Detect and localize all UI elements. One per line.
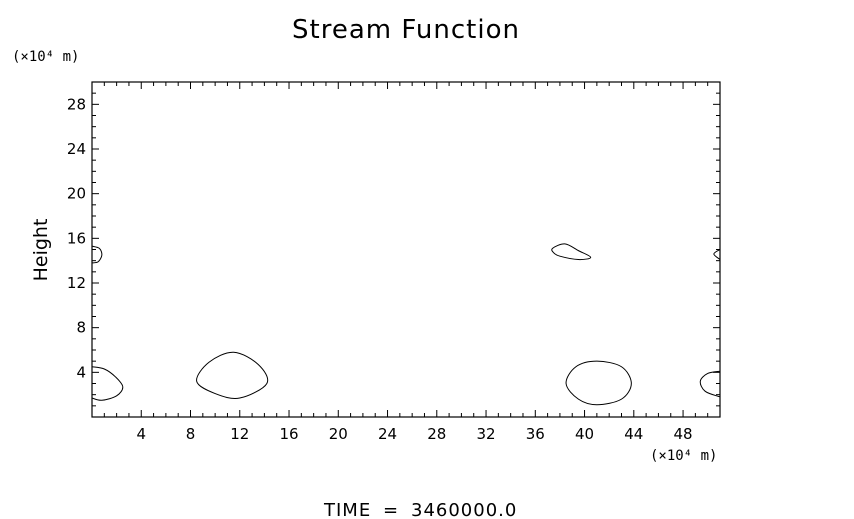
time-value: 3460000.0 bbox=[411, 500, 517, 519]
y-axis-label: Height bbox=[30, 219, 52, 282]
x-tick-label: 8 bbox=[186, 425, 196, 443]
x-tick-label: 40 bbox=[575, 425, 594, 443]
chart-title: Stream Function bbox=[292, 15, 520, 45]
tick-marks bbox=[92, 82, 720, 417]
x-tick-label: 4 bbox=[136, 425, 146, 443]
y-tick-label: 28 bbox=[67, 95, 86, 113]
time-label: TIME bbox=[323, 500, 371, 519]
x-tick-label: 36 bbox=[526, 425, 545, 443]
x-tick-label: 12 bbox=[230, 425, 249, 443]
x-tick-label: 20 bbox=[329, 425, 348, 443]
y-tick-label: 8 bbox=[76, 319, 86, 337]
x-tick-label: 28 bbox=[427, 425, 446, 443]
y-axis-unit: (×10⁴ m) bbox=[12, 49, 79, 65]
contour-line bbox=[551, 243, 592, 261]
y-tick-label: 20 bbox=[67, 185, 86, 203]
contour-line bbox=[713, 249, 720, 260]
y-tick-label: 24 bbox=[67, 140, 86, 158]
x-axis-unit: (×10⁴ m) bbox=[650, 448, 717, 464]
y-tick-label: 4 bbox=[76, 363, 86, 381]
x-tick-label: 16 bbox=[279, 425, 298, 443]
y-tick-label: 12 bbox=[67, 274, 86, 292]
y-tick-label: 16 bbox=[67, 229, 86, 247]
plot-frame bbox=[91, 81, 721, 418]
time-footer: TIME = 3460000.0 bbox=[323, 500, 517, 519]
x-tick-label: 24 bbox=[378, 425, 397, 443]
x-tick-label: 44 bbox=[624, 425, 643, 443]
contour-line bbox=[92, 245, 103, 264]
contour-line bbox=[92, 366, 124, 401]
contour-lines bbox=[92, 243, 720, 406]
contour-line bbox=[565, 360, 632, 406]
x-tick-label: 32 bbox=[476, 425, 495, 443]
contour-line bbox=[699, 370, 720, 398]
x-tick-label: 48 bbox=[674, 425, 693, 443]
contour-line bbox=[196, 351, 269, 399]
time-equals: = bbox=[383, 500, 399, 519]
